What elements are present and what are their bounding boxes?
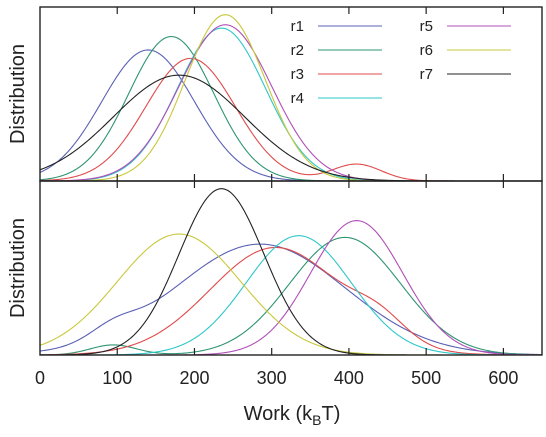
x-axis-title: Work (kBT) (244, 403, 341, 428)
legend-label-r4: r4 (291, 90, 304, 107)
x-axis-title-main: Work (k (244, 403, 314, 425)
legend-label-r1: r1 (291, 18, 304, 35)
top-panel: Distribution r1 r2 r3 r4 r5 r6 r7 (7, 6, 543, 182)
top-panel-ylabel: Distribution (7, 44, 29, 144)
series-line-bottom-r4 (40, 235, 542, 356)
x-tick-label-600: 600 (488, 368, 518, 388)
x-tick-label-300: 300 (257, 368, 287, 388)
x-tick-label-500: 500 (411, 368, 441, 388)
bottom-panel-curves (39, 188, 543, 356)
top-panel-curves (39, 14, 542, 182)
legend-label-r6: r6 (420, 42, 433, 59)
bottom-panel-ticks (116, 181, 504, 355)
bottom-panel-frame (39, 180, 543, 356)
series-line-bottom-r1 (39, 243, 543, 356)
series-line-bottom-r3 (39, 246, 542, 356)
legend-label-r2: r2 (291, 42, 304, 59)
legend-label-r3: r3 (291, 66, 304, 83)
series-line-bottom-r6 (39, 233, 542, 356)
bottom-panel: Distribution (7, 180, 543, 356)
top-panel-ticks (116, 7, 504, 181)
legend: r1 r2 r3 r4 r5 r6 r7 (291, 18, 511, 107)
x-axis-title-subscript: B (312, 412, 321, 428)
x-tick-label-100: 100 (102, 368, 132, 388)
legend-label-r5: r5 (420, 18, 433, 35)
x-tick-label-400: 400 (334, 368, 364, 388)
series-line-bottom-r7 (40, 188, 542, 356)
legend-label-r7: r7 (420, 66, 433, 83)
x-tick-labels: 0 100 200 300 400 500 600 (35, 368, 518, 388)
x-tick-label-200: 200 (179, 368, 209, 388)
x-axis-title-end: T) (321, 403, 340, 425)
series-line-bottom-r2 (39, 236, 543, 356)
series-line-bottom-r5 (40, 220, 542, 356)
x-tick-label-0: 0 (35, 368, 45, 388)
bottom-panel-ylabel: Distribution (7, 218, 29, 318)
